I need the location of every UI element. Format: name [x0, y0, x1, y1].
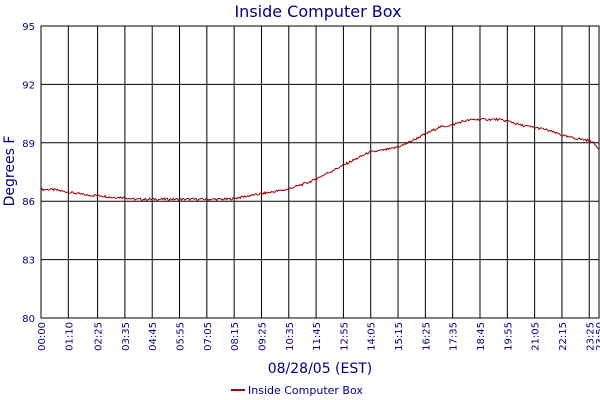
legend-label: Inside Computer Box: [248, 384, 363, 397]
legend: Inside Computer Box: [231, 384, 363, 397]
x-tick-label: 00:00: [37, 322, 48, 351]
y-tick-label: 89: [22, 139, 35, 150]
plot-border: [40, 25, 600, 319]
x-tick-label: 15:15: [394, 322, 405, 351]
y-tick-label: 83: [22, 256, 35, 267]
series-line-inside-computer-box: [40, 117, 600, 202]
x-tick-label: 19:55: [503, 322, 514, 351]
x-tick-label: 18:45: [476, 322, 487, 351]
x-tick-label: 01:10: [64, 322, 75, 351]
x-tick-label: 10:35: [285, 322, 296, 351]
x-tick-label: 05:55: [176, 322, 187, 351]
y-tick-label: 92: [22, 80, 35, 91]
x-tick-label: 08:15: [230, 322, 241, 351]
x-tick-label: 16:25: [421, 322, 432, 351]
x-tick-label: 21:05: [531, 322, 542, 351]
x-tick-label: 03:35: [121, 322, 132, 351]
plot-area: 80 83 86 89 92 95 00:00 01:10 02:25 03:35 04:45 05:…: [22, 22, 600, 351]
chart-title: Inside Computer Box: [234, 2, 401, 21]
x-tick-label: 23:25: [585, 322, 596, 351]
x-tick-label: 02:25: [94, 322, 105, 351]
x-tick-label: 22:15: [558, 322, 569, 351]
x-tick-label: 23:50: [595, 322, 600, 351]
y-tick-label: 80: [22, 314, 35, 325]
y-axis-label: Degrees F: [2, 136, 18, 207]
x-tick-label: 07:05: [203, 322, 214, 351]
x-tick-label: 17:35: [449, 322, 460, 351]
y-tick-label: 86: [22, 197, 35, 208]
y-tick-label: 95: [22, 22, 35, 33]
x-tick-label: 11:45: [312, 322, 323, 351]
x-axis-label: 08/28/05 (EST): [268, 361, 373, 377]
x-tick-label: 04:45: [148, 322, 159, 351]
x-tick-label: 12:55: [339, 322, 350, 351]
plot-background: [41, 26, 599, 318]
x-tick-label: 09:25: [257, 322, 268, 351]
x-tick-label: 14:05: [367, 322, 378, 351]
